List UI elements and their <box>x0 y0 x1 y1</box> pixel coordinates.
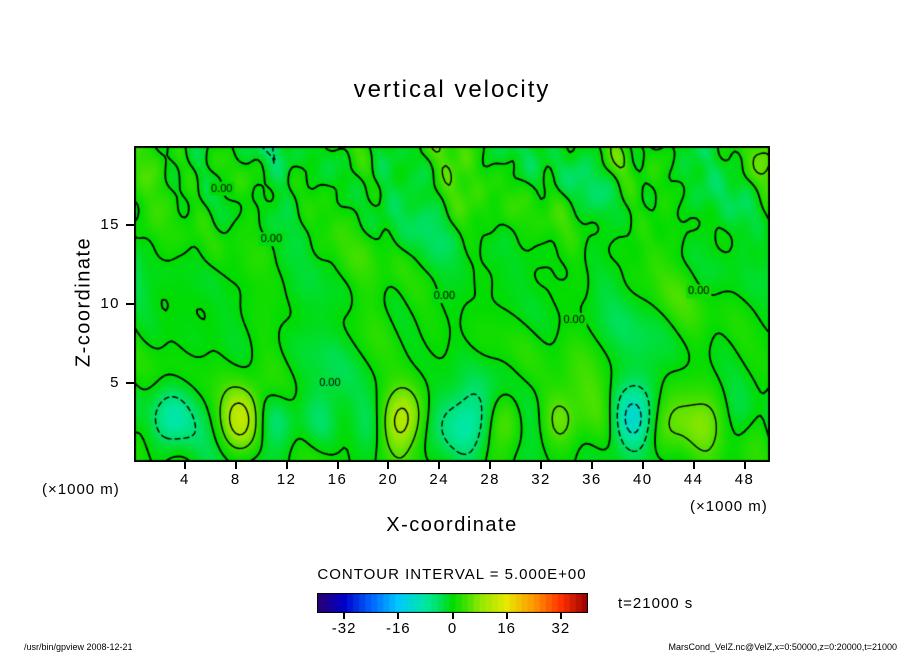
contour-interval-label: CONTOUR INTERVAL = 5.000E+00 <box>317 566 587 583</box>
colorbar-tick-label: 16 <box>497 620 517 637</box>
colorbar-tick <box>505 613 508 619</box>
x-tick <box>234 462 237 469</box>
x-tick <box>692 462 695 469</box>
colorbar-tick-label: -16 <box>385 620 411 637</box>
x-tick <box>438 462 441 469</box>
colorbar-tick <box>343 613 346 619</box>
colorbar-tick-label: 0 <box>447 620 458 637</box>
x-tick-label: 24 <box>429 471 450 488</box>
y-tick-label: 10 <box>100 295 120 312</box>
y-tick <box>126 303 134 305</box>
x-tick-label: 16 <box>327 471 348 488</box>
x-tick-label: 28 <box>480 471 500 488</box>
y-axis-unit-label: (×1000 m) <box>42 481 120 498</box>
y-tick <box>126 382 134 384</box>
x-tick-label: 12 <box>276 471 297 488</box>
x-axis-unit-label: (×1000 m) <box>690 498 768 515</box>
contour-plot-canvas <box>134 146 770 462</box>
colorbar-tick <box>451 613 454 619</box>
time-label: t=21000 s <box>618 595 694 612</box>
x-tick-label: 32 <box>531 471 551 488</box>
x-tick-label: 40 <box>632 471 653 488</box>
x-tick <box>183 462 186 469</box>
x-tick-label: 48 <box>734 471 755 488</box>
footer-command-text: /usr/bin/gpview 2008-12-21 <box>24 642 133 652</box>
x-tick <box>336 462 339 469</box>
colorbar-tick <box>397 613 400 619</box>
x-tick <box>285 462 288 469</box>
y-tick <box>126 224 134 226</box>
x-tick <box>743 462 746 469</box>
x-tick-label: 36 <box>582 471 602 488</box>
chart-title: vertical velocity <box>353 76 551 103</box>
footer-dataset-text: MarsCond_VelZ.nc@VelZ,x=0:50000,z=0:2000… <box>668 642 897 652</box>
x-tick <box>387 462 390 469</box>
y-tick-label: 15 <box>100 216 120 233</box>
x-tick-label: 4 <box>179 471 190 488</box>
x-tick-label: 20 <box>378 471 399 488</box>
colorbar-tick <box>559 613 562 619</box>
x-tick-label: 8 <box>230 471 241 488</box>
colorbar-tick-label: -32 <box>331 620 357 637</box>
x-tick <box>540 462 543 469</box>
x-axis-label: X-coordinate <box>386 514 518 536</box>
x-tick <box>590 462 593 469</box>
x-tick-label: 44 <box>683 471 704 488</box>
colorbar-canvas <box>317 593 588 613</box>
x-tick <box>641 462 644 469</box>
x-tick <box>489 462 492 469</box>
y-tick-label: 5 <box>110 374 120 391</box>
colorbar-tick-label: 32 <box>551 620 571 637</box>
